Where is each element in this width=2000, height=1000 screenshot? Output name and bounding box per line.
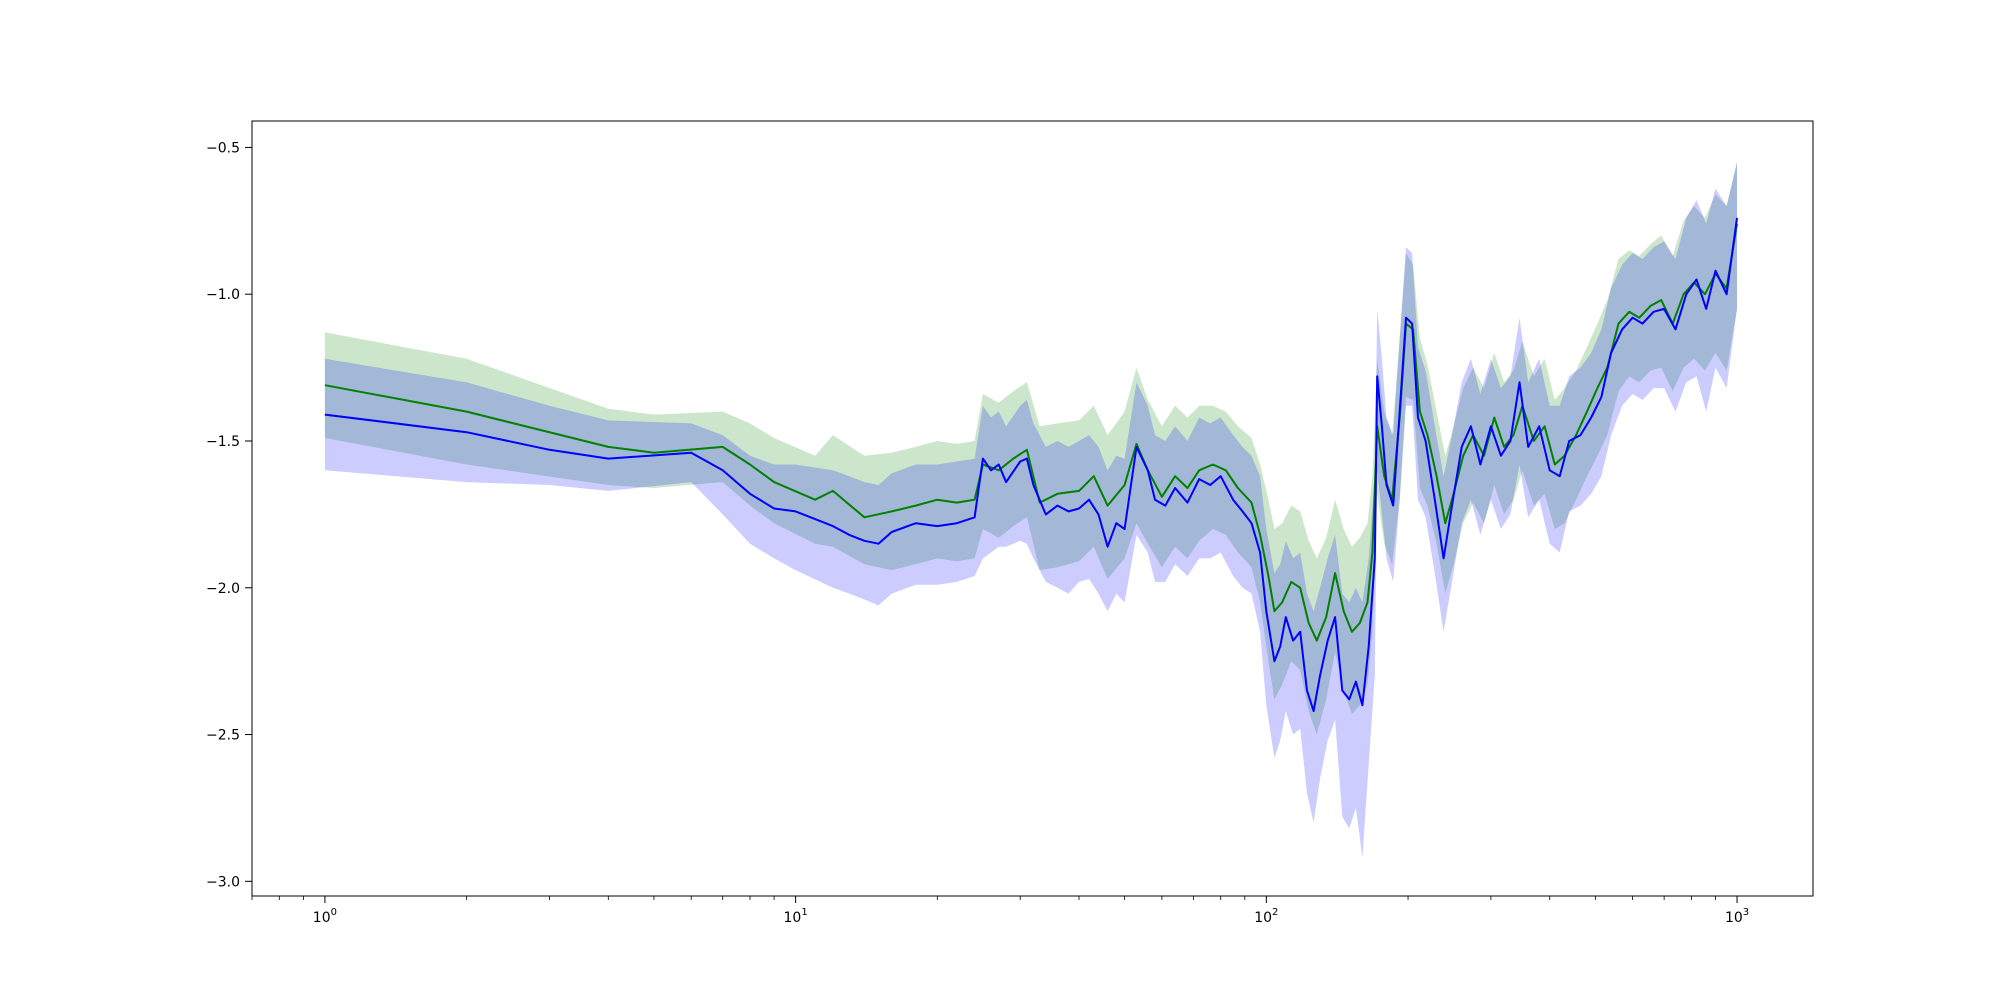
x-tick-label: 100 (313, 907, 337, 926)
y-tick-label: −1.0 (206, 287, 240, 303)
line-series-2 (324, 217, 1738, 713)
x-tick-label: 103 (1725, 907, 1749, 926)
x-tick-label: 102 (1254, 907, 1278, 926)
band-series-2 (324, 162, 1737, 858)
y-tick-label: −2.5 (206, 728, 240, 744)
confidence-bands (324, 162, 1737, 858)
y-tick-label: −0.5 (206, 140, 240, 156)
y-tick-label: −1.5 (206, 434, 240, 450)
series-lines (324, 217, 1738, 713)
x-axis: 100 101 102 103 (251, 896, 1749, 926)
y-tick-label: −2.0 (206, 581, 240, 597)
plot-area-frame (251, 120, 1814, 897)
y-tick-label: −3.0 (206, 874, 240, 890)
x-tick-label: 101 (784, 907, 808, 926)
band-series-1 (324, 162, 1737, 735)
y-axis: −0.5 −1.0 −1.5 −2.0 −2.5 −3.0 (206, 140, 252, 890)
